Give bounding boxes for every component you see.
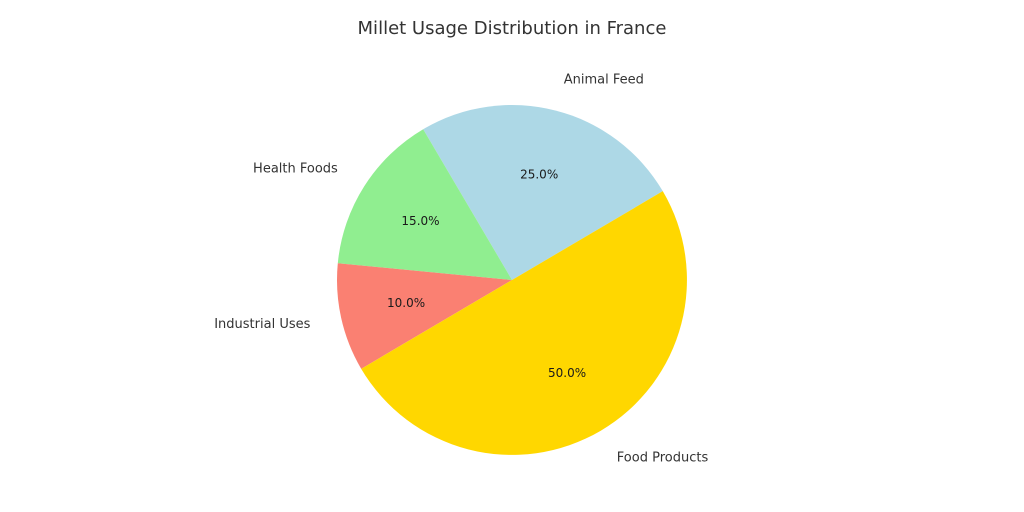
slice-label: Food Products bbox=[617, 450, 709, 465]
pct-label: 10.0% bbox=[387, 296, 425, 310]
slice-label: Health Foods bbox=[253, 162, 338, 177]
pct-label: 25.0% bbox=[520, 167, 558, 181]
pie-chart: 25.0% Animal Feed 15.0% Health Foods 10.0% In… bbox=[0, 0, 1024, 512]
slice-label: Industrial Uses bbox=[214, 317, 310, 332]
pct-label: 15.0% bbox=[401, 214, 439, 228]
pct-label: 50.0% bbox=[548, 366, 586, 380]
slice-label: Animal Feed bbox=[564, 73, 644, 88]
chart-container: Millet Usage Distribution in France 25.0… bbox=[0, 0, 1024, 512]
